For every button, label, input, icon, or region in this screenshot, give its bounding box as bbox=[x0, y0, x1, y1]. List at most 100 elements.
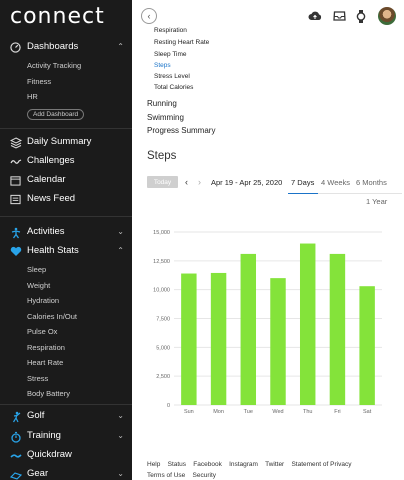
active-tab-indicator bbox=[288, 193, 318, 194]
report-link-sleep-time[interactable]: Sleep Time bbox=[154, 51, 187, 58]
main-content: ‹ Respiration Resting Heart Rate Sleep T… bbox=[132, 0, 404, 480]
tab-1-year[interactable]: 1 Year bbox=[366, 197, 388, 206]
top-bar: ‹ bbox=[132, 0, 404, 32]
sidebar-subitem-calories[interactable]: Calories In/Out bbox=[27, 312, 78, 321]
sidebar-subitem-hr[interactable]: HR bbox=[27, 92, 38, 101]
footer-link-status[interactable]: Status bbox=[167, 461, 187, 468]
avatar[interactable] bbox=[378, 7, 396, 25]
footer-link-twitter[interactable]: Twitter bbox=[265, 461, 285, 468]
report-link-resting-heart-rate[interactable]: Resting Heart Rate bbox=[154, 39, 210, 46]
sidebar-item-health-stats[interactable]: Health Stats ⌃ bbox=[0, 242, 132, 262]
sidebar-item-training[interactable]: Training ⌄ bbox=[0, 427, 132, 447]
y-tick-label: 2,500 bbox=[156, 374, 170, 380]
sidebar-subitem-sleep[interactable]: Sleep bbox=[27, 265, 47, 274]
sidebar-item-label: Health Stats bbox=[27, 245, 79, 256]
sidebar-item-news-feed[interactable]: News Feed bbox=[0, 190, 132, 210]
sidebar-subitem-body-battery[interactable]: Body Battery bbox=[27, 389, 70, 398]
watch-icon[interactable] bbox=[354, 9, 368, 23]
section-running[interactable]: Running bbox=[147, 99, 177, 108]
x-tick-label: Wed bbox=[272, 409, 283, 415]
gear-icon bbox=[9, 468, 22, 480]
sidebar: connect Dashboards ⌃ Activity Tracking F… bbox=[0, 0, 132, 480]
sidebar-item-label: Quickdraw bbox=[27, 449, 72, 460]
sidebar-item-calendar[interactable]: Calendar bbox=[0, 171, 132, 191]
report-link-respiration[interactable]: Respiration bbox=[154, 27, 187, 34]
y-tick-label: 12,500 bbox=[153, 259, 170, 265]
report-link-total-calories[interactable]: Total Calories bbox=[154, 84, 194, 91]
today-button[interactable]: Today bbox=[147, 176, 178, 188]
steps-bar-chart: 15,000 12,500 10,000 7,500 5,000 2,500 0 Sun Mon… bbox=[153, 230, 382, 415]
dashboard-gauge-icon bbox=[9, 41, 22, 54]
sidebar-subitem-pulse-ox[interactable]: Pulse Ox bbox=[27, 327, 58, 336]
section-progress-summary[interactable]: Progress Summary bbox=[147, 126, 216, 135]
runner-icon bbox=[9, 226, 22, 239]
chevron-down-icon: ⌄ bbox=[117, 411, 124, 420]
sidebar-item-activities[interactable]: Activities ⌄ bbox=[0, 223, 132, 243]
divider bbox=[0, 404, 132, 405]
x-tick-label: Fri bbox=[334, 409, 340, 415]
report-link-steps[interactable]: Steps bbox=[154, 62, 171, 69]
bar bbox=[359, 286, 375, 405]
tab-baseline bbox=[318, 193, 402, 194]
date-range: Apr 19 - Apr 25, 2020 bbox=[211, 178, 283, 187]
bar bbox=[270, 278, 286, 405]
sidebar-subitem-heart-rate[interactable]: Heart Rate bbox=[27, 358, 64, 367]
footer-link-help[interactable]: Help bbox=[147, 461, 161, 468]
footer-link-terms[interactable]: Terms of Use bbox=[147, 472, 186, 479]
y-tick-label: 5,000 bbox=[156, 345, 170, 351]
sidebar-item-label: Calendar bbox=[27, 174, 66, 185]
divider bbox=[0, 216, 132, 217]
inbox-icon[interactable] bbox=[332, 9, 346, 23]
page-title: Steps bbox=[147, 150, 177, 162]
sidebar-subitem-stress[interactable]: Stress bbox=[27, 374, 49, 383]
x-tick-label: Sun bbox=[184, 409, 194, 415]
section-swimming[interactable]: Swimming bbox=[147, 113, 184, 122]
sidebar-item-golf[interactable]: Golf ⌄ bbox=[0, 407, 132, 427]
x-tick-label: Mon bbox=[213, 409, 224, 415]
upload-cloud-icon[interactable] bbox=[308, 9, 322, 23]
wave-icon bbox=[9, 155, 22, 168]
y-tick-label: 0 bbox=[167, 403, 170, 409]
chevron-down-icon: ⌄ bbox=[117, 431, 124, 440]
chevron-down-icon: ⌄ bbox=[117, 469, 124, 478]
sidebar-item-label: Gear bbox=[27, 468, 49, 479]
footer-link-facebook[interactable]: Facebook bbox=[193, 461, 222, 468]
bar bbox=[181, 273, 197, 405]
sidebar-item-label: Challenges bbox=[27, 155, 75, 166]
footer-link-security[interactable]: Security bbox=[192, 472, 217, 479]
x-tick-label: Thu bbox=[303, 409, 312, 415]
footer-link-instagram[interactable]: Instagram bbox=[229, 461, 258, 468]
prev-chevron-icon[interactable]: ‹ bbox=[185, 177, 188, 187]
tab-6-months[interactable]: 6 Months bbox=[356, 178, 387, 187]
calendar-icon bbox=[9, 174, 22, 187]
report-link-stress-level[interactable]: Stress Level bbox=[154, 73, 190, 80]
y-tick-label: 15,000 bbox=[153, 230, 170, 236]
sidebar-item-label: News Feed bbox=[27, 193, 76, 204]
sidebar-subitem-fitness[interactable]: Fitness bbox=[27, 77, 52, 86]
sidebar-item-daily-summary[interactable]: Daily Summary bbox=[0, 133, 132, 153]
footer-link-privacy[interactable]: Statement of Privacy bbox=[291, 461, 352, 468]
tab-7-days[interactable]: 7 Days bbox=[291, 178, 315, 187]
add-dashboard-button[interactable]: Add Dashboard bbox=[27, 109, 85, 120]
back-button[interactable]: ‹ bbox=[141, 8, 157, 24]
quickdraw-icon bbox=[9, 449, 22, 462]
tab-4-weeks[interactable]: 4 Weeks bbox=[321, 178, 351, 187]
sidebar-subitem-respiration[interactable]: Respiration bbox=[27, 343, 65, 352]
sidebar-subitem-activity-tracking[interactable]: Activity Tracking bbox=[27, 61, 82, 70]
sidebar-item-gear[interactable]: Gear ⌄ bbox=[0, 465, 132, 480]
next-chevron-icon[interactable]: › bbox=[198, 177, 201, 187]
sidebar-subitem-hydration[interactable]: Hydration bbox=[27, 296, 60, 305]
bar bbox=[240, 253, 257, 405]
brand-logo[interactable]: connect bbox=[10, 4, 105, 29]
divider bbox=[0, 128, 132, 129]
sidebar-item-label: Training bbox=[27, 430, 61, 441]
sidebar-subitem-weight[interactable]: Weight bbox=[27, 281, 51, 290]
chevron-up-icon: ⌃ bbox=[117, 42, 124, 51]
bar bbox=[329, 253, 346, 405]
sidebar-item-dashboards[interactable]: Dashboards ⌃ bbox=[0, 38, 132, 58]
golf-icon bbox=[9, 410, 22, 423]
sidebar-item-challenges[interactable]: Challenges bbox=[0, 152, 132, 172]
x-tick-label: Tue bbox=[244, 409, 253, 415]
chevron-up-icon: ⌃ bbox=[117, 246, 124, 255]
sidebar-item-quickdraw[interactable]: Quickdraw bbox=[0, 446, 132, 466]
